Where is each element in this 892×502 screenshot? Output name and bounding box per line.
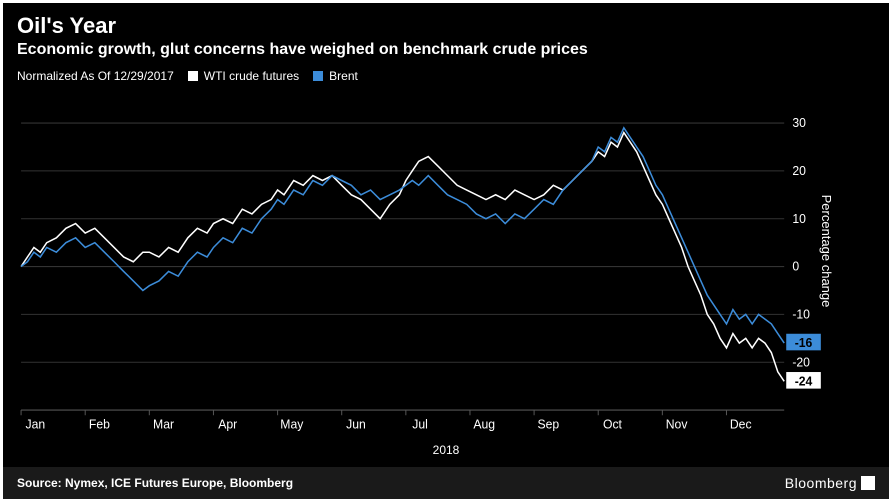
svg-text:Sep: Sep (537, 418, 559, 432)
svg-text:Oct: Oct (603, 418, 623, 432)
y-axis-label: Percentage change (819, 195, 834, 308)
svg-text:-16: -16 (795, 336, 813, 350)
legend-normalized-label: Normalized As Of 12/29/2017 (17, 69, 174, 83)
svg-text:Jul: Jul (412, 418, 428, 432)
svg-text:0: 0 (792, 260, 799, 274)
brand-text: Bloomberg (785, 475, 857, 491)
svg-text:Jan: Jan (25, 418, 45, 432)
svg-text:-24: -24 (795, 374, 813, 388)
brand-icon (861, 476, 875, 490)
chart-plot-area: -20 -10 0 10 20 30 Jan Feb Mar Apr May Jun Jul Aug Sep… (17, 95, 831, 437)
svg-text:-10: -10 (792, 307, 810, 321)
x-axis-label: 2018 (3, 443, 889, 457)
legend-item-brent: Brent (313, 69, 358, 83)
svg-text:Apr: Apr (218, 418, 237, 432)
svg-text:Aug: Aug (473, 418, 495, 432)
legend-label-wti: WTI crude futures (204, 69, 299, 83)
legend-swatch-brent (313, 71, 323, 81)
legend-item-wti: WTI crude futures (188, 69, 299, 83)
svg-text:May: May (280, 418, 304, 432)
svg-text:Dec: Dec (730, 418, 752, 432)
svg-text:Mar: Mar (153, 418, 174, 432)
chart-svg: -20 -10 0 10 20 30 Jan Feb Mar Apr May Jun Jul Aug Sep… (17, 95, 831, 437)
legend-label-brent: Brent (329, 69, 358, 83)
svg-text:10: 10 (792, 212, 806, 226)
svg-text:Feb: Feb (89, 418, 110, 432)
legend-swatch-wti (188, 71, 198, 81)
svg-text:Jun: Jun (346, 418, 366, 432)
chart-subtitle: Economic growth, glut concerns have weig… (17, 41, 875, 59)
chart-header: Oil's Year Economic growth, glut concern… (3, 3, 889, 65)
brand-label: Bloomberg (785, 475, 875, 491)
svg-text:20: 20 (792, 164, 806, 178)
source-text: Source: Nymex, ICE Futures Europe, Bloom… (17, 476, 293, 490)
chart-footer: Source: Nymex, ICE Futures Europe, Bloom… (3, 467, 889, 499)
chart-legend: Normalized As Of 12/29/2017 WTI crude fu… (3, 65, 889, 89)
chart-title: Oil's Year (17, 13, 875, 39)
svg-text:-20: -20 (792, 355, 810, 369)
chart-panel: Oil's Year Economic growth, glut concern… (3, 3, 889, 499)
svg-text:Nov: Nov (666, 418, 689, 432)
svg-text:30: 30 (792, 116, 806, 130)
